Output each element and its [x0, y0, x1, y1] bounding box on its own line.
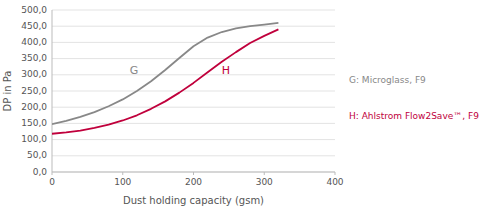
- x-tick-label: 200: [185, 177, 202, 187]
- grid-line: [52, 10, 335, 11]
- grid-line: [52, 139, 335, 140]
- y-tick-label: 150,0: [21, 118, 47, 128]
- x-tick-label: 100: [114, 177, 131, 187]
- y-tick-label: 0,0: [33, 167, 48, 177]
- x-tick-label: 300: [256, 177, 273, 187]
- x-tick-label: 0: [49, 177, 55, 187]
- x-ticks: 0 100 200 300 400: [49, 172, 344, 187]
- annotations: GH: [130, 64, 230, 77]
- chart: 0,0 50,0 100,0 150,0 200,0 250,0 300,0 350,0 400…: [0, 0, 500, 210]
- grid-line: [52, 123, 335, 124]
- legend-entry: G: Microglass, F9: [349, 75, 426, 85]
- grid-line: [52, 155, 335, 156]
- line-label: G: [130, 64, 139, 77]
- y-axis-line: [52, 10, 53, 172]
- x-axis-label: Dust holding capacity (gsm): [123, 195, 264, 206]
- series-line: [52, 23, 278, 124]
- lines: [52, 23, 278, 134]
- grid-line: [52, 58, 335, 59]
- y-tick-label: 350,0: [21, 53, 47, 63]
- grid-line: [52, 42, 335, 43]
- grid: [52, 10, 335, 172]
- y-tick-label: 250,0: [21, 86, 47, 96]
- y-axis-label: DP in Pa: [2, 71, 13, 112]
- x-axis-line: [52, 172, 335, 173]
- y-tick-label: 450,0: [21, 21, 47, 31]
- line-label: H: [222, 64, 230, 77]
- x-tick-label: 400: [326, 177, 343, 187]
- legend: G: Microglass, F9 H: Ahlstrom Flow2Save™,…: [349, 75, 479, 121]
- y-tick-label: 400,0: [21, 37, 47, 47]
- y-ticks: 0,0 50,0 100,0 150,0 200,0 250,0 300,0 350,0 400…: [21, 5, 47, 177]
- grid-line: [52, 26, 335, 27]
- grid-line: [52, 74, 335, 75]
- legend-entry: H: Ahlstrom Flow2Save™, F9: [349, 111, 479, 121]
- grid-line: [52, 172, 335, 173]
- grid-line: [52, 91, 335, 92]
- y-tick-label: 300,0: [21, 69, 47, 79]
- y-tick-label: 50,0: [27, 150, 47, 160]
- series-line: [52, 29, 278, 133]
- grid-line: [52, 107, 335, 108]
- y-tick-label: 200,0: [21, 102, 47, 112]
- y-tick-label: 100,0: [21, 134, 47, 144]
- y-tick-label: 500,0: [21, 5, 47, 15]
